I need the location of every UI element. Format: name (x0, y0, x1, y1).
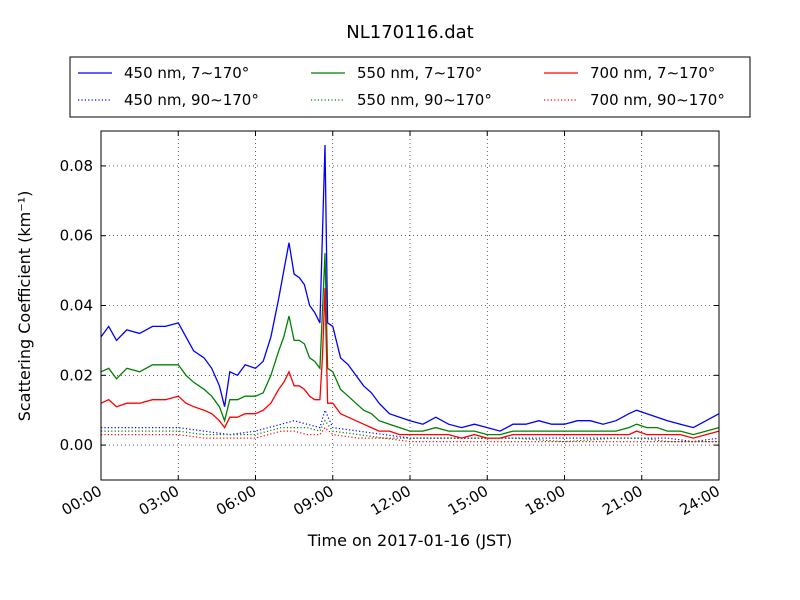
x-tick-label: 09:00 (290, 482, 336, 519)
legend-label: 700 nm, 7∼170° (590, 64, 715, 82)
series-line-3 (100, 253, 720, 436)
legend-entries: 450 nm, 7∼170° 550 nm, 7∼170° 700 nm, 7∼17… (78, 64, 725, 109)
x-tick-label: 12:00 (368, 482, 414, 519)
legend: 450 nm, 7∼170° 550 nm, 7∼170° 700 nm, 7∼17… (69, 56, 751, 118)
legend-label: 450 nm, 90∼170° (124, 91, 259, 109)
x-tick-label: 18:00 (522, 482, 568, 519)
chart-title: NL170116.dat (346, 22, 473, 43)
series-line-2 (101, 408, 720, 443)
legend-label: 550 nm, 90∼170° (357, 91, 492, 109)
y-tick-label: 0.00 (60, 436, 93, 454)
y-tick-label: 0.06 (60, 227, 93, 245)
x-tick-label: 21:00 (599, 482, 645, 519)
plot-area: 00:00 03:00 06:00 09:00 12:00 15:00 18:00 21:00… (59, 130, 723, 519)
y-tick-label: 0.04 (60, 297, 93, 315)
x-tick-label: 06:00 (213, 482, 259, 519)
y-tick-label: 0.02 (60, 366, 93, 384)
legend-label: 550 nm, 7∼170° (357, 64, 482, 82)
x-tick-label: 15:00 (445, 482, 491, 519)
y-axis: 0.00 0.02 0.04 0.06 0.08 (60, 157, 719, 454)
x-axis-label: Time on 2017-01-16 (JST) (307, 531, 512, 550)
x-tick-label: 00:00 (59, 482, 105, 519)
y-axis-label: Scattering Coefficient (km⁻¹) (15, 191, 34, 422)
grid (101, 131, 719, 480)
series-line-1 (100, 144, 720, 432)
series-line-5 (100, 287, 720, 439)
legend-label: 450 nm, 7∼170° (124, 64, 249, 82)
series-line-4 (101, 419, 719, 443)
series-line-6 (101, 426, 719, 443)
x-tick-label: 24:00 (677, 482, 723, 519)
legend-frame (69, 56, 751, 118)
x-tick-label: 03:00 (136, 482, 182, 519)
y-tick-label: 0.08 (60, 157, 93, 175)
legend-label: 700 nm, 90∼170° (590, 91, 725, 109)
series-lines (100, 144, 720, 443)
